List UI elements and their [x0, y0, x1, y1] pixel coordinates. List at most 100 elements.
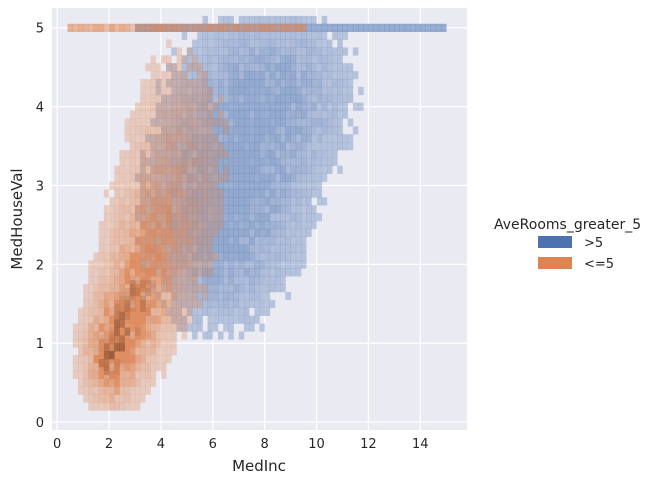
hist-cell: [223, 220, 229, 230]
hist-cell: [290, 102, 297, 111]
hist-cell: [145, 244, 151, 253]
hist-cell: [218, 205, 224, 214]
hist-cell: [301, 205, 307, 214]
hist-cell: [155, 236, 162, 245]
hist-cell: [155, 315, 162, 324]
hist-cell: [332, 55, 338, 64]
hist-cell: [311, 157, 317, 167]
hist-cell: [176, 299, 182, 309]
hist-cell: [176, 102, 182, 111]
hist-cell: [290, 47, 297, 56]
hist-cell: [135, 189, 141, 198]
hist-cell: [202, 173, 208, 182]
hist-cell: [347, 94, 354, 103]
hist-cell: [171, 315, 177, 324]
hist-cell: [166, 39, 172, 48]
hist-cell: [311, 55, 317, 64]
hist-cell: [181, 189, 188, 198]
hist-cell: [192, 78, 198, 88]
hist-cell: [192, 142, 198, 151]
hist-cell: [233, 63, 240, 72]
hist-cell: [280, 197, 286, 206]
hist-cell: [166, 189, 172, 198]
hist-cell: [238, 252, 245, 261]
hist-cell: [192, 189, 198, 198]
hist-cell: [212, 23, 219, 32]
hist-cell: [212, 244, 219, 253]
hist-cell: [306, 102, 312, 111]
hist-cell: [197, 307, 203, 316]
hist-cell-dense: [135, 327, 141, 336]
hist-cell: [223, 23, 229, 32]
hist-cell: [197, 134, 203, 143]
hist-cell: [218, 94, 224, 103]
hist-cell: [124, 307, 131, 316]
hist-cell: [280, 102, 286, 111]
hist-cell: [202, 197, 208, 206]
hist-cell: [150, 355, 157, 364]
hist-cell: [202, 55, 208, 64]
hist-cell: [233, 205, 240, 214]
hist-cell: [409, 23, 416, 32]
hist-cell: [186, 205, 193, 214]
hist-cell-dense: [129, 288, 136, 297]
hist-cell: [176, 173, 182, 182]
hist-cell: [249, 39, 255, 48]
hist-cell: [181, 157, 188, 167]
hist-cell: [176, 149, 182, 159]
hist-cell: [145, 378, 151, 387]
hist-cell: [166, 126, 172, 135]
hist-cell: [72, 355, 79, 364]
hist-cell: [264, 173, 271, 182]
hist-cell: [135, 252, 141, 261]
hist-cell: [238, 78, 245, 88]
hist-cell: [233, 189, 240, 198]
hist-cell: [337, 47, 343, 56]
hist-cell: [176, 110, 182, 119]
hist-cell: [228, 142, 234, 151]
hist-cell: [326, 142, 333, 151]
hist-cell: [254, 165, 260, 174]
hist-cell: [98, 378, 105, 387]
hist-cell: [129, 244, 136, 253]
hist-cell: [326, 149, 333, 159]
hist-cell: [202, 126, 208, 135]
hist-cell: [243, 165, 250, 174]
hist-cell: [160, 78, 167, 88]
hist-cell: [207, 284, 214, 293]
hist-cell: [186, 276, 193, 285]
hist-cell: [238, 181, 245, 190]
hist-cell: [275, 71, 281, 80]
hist-cell: [186, 284, 193, 293]
hist-cell: [238, 236, 245, 245]
hist-cell: [233, 284, 240, 293]
hist-cell: [114, 173, 120, 182]
hist-cell: [150, 315, 157, 324]
hist-cell: [243, 197, 250, 206]
hist-cell: [140, 165, 146, 174]
hist-cell: [114, 189, 120, 198]
hist-cell: [166, 157, 172, 167]
hist-cell: [238, 23, 245, 32]
hist-cell: [332, 134, 338, 143]
hist-cell: [109, 220, 115, 230]
hist-cell: [212, 110, 219, 119]
hist-cell: [129, 268, 136, 277]
hist-cell: [207, 39, 214, 48]
hist-cell: [140, 189, 146, 198]
hist-cell: [77, 307, 84, 316]
x-tick-label: 8: [261, 437, 269, 452]
hist-cell: [171, 63, 177, 72]
hist-cell-dense: [145, 288, 151, 297]
hist-cell: [166, 284, 172, 293]
hist-cell: [83, 355, 89, 364]
hist-cell: [103, 402, 110, 411]
hist-cell: [83, 291, 89, 301]
hist-cell: [269, 228, 276, 238]
hist-cell: [275, 47, 281, 56]
hist-cell: [254, 173, 260, 182]
hist-cell: [155, 260, 162, 269]
hist-cell: [197, 142, 203, 151]
hist-cell: [249, 260, 255, 269]
hist-cell: [290, 236, 297, 245]
